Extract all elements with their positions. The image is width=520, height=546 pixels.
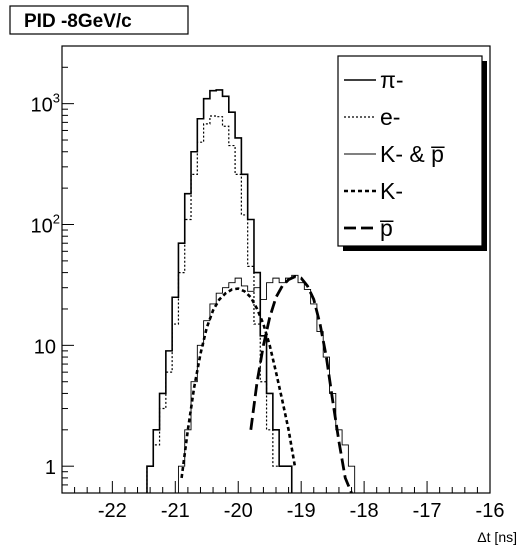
legend-box: [337, 55, 483, 247]
x-axis-label: Δt [ns]: [477, 529, 517, 545]
series-group: [146, 89, 356, 494]
legend-label: e-: [380, 104, 400, 130]
x-axis: -22 -21 -20 -19 -18 -17 -16: [61, 481, 505, 522]
y-tick-label: 103: [31, 91, 60, 117]
legend-label: π-: [380, 67, 404, 93]
legend: π-e- K- & p̅ K-p̅: [337, 55, 487, 251]
series-3-line: [180, 287, 297, 479]
x-tick-label: -20: [224, 500, 253, 522]
legend-label: K-: [380, 178, 403, 204]
series-1-line: [146, 115, 293, 493]
y-tick-label: 102: [31, 212, 60, 238]
title-box: [9, 5, 189, 35]
y-tick-label: 1: [45, 457, 56, 479]
x-tick-label: -21: [161, 500, 190, 522]
legend-label: p̅: [380, 215, 394, 241]
x-tick-label: -17: [413, 500, 442, 522]
x-tick-label: -19: [287, 500, 316, 522]
x-tick-label: -16: [476, 500, 505, 522]
legend-label: K- & p̅: [380, 141, 445, 167]
x-tick-label: -18: [350, 500, 379, 522]
chart-title: PID -8GeV/c: [24, 11, 132, 32]
x-tick-label: -22: [98, 500, 127, 522]
y-axis: 1 10 102 103: [31, 45, 74, 494]
series-2-line: [177, 274, 356, 493]
y-tick-label: 10: [34, 336, 56, 358]
series-0-line: [146, 89, 293, 493]
series-4-line: [249, 275, 353, 494]
